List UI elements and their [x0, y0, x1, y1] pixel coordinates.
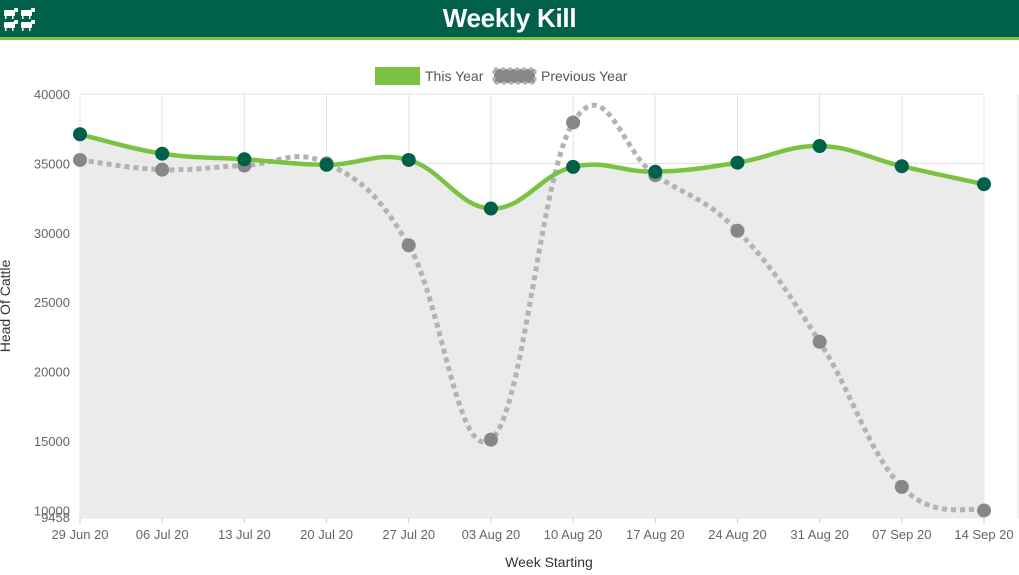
y-tick-label: 25000: [34, 295, 70, 310]
chart-legend[interactable]: This Year Previous Year: [375, 67, 628, 85]
previous-year-point: [894, 479, 909, 494]
previous-year-point: [812, 334, 827, 349]
x-tick-label: 29 Jun 20: [51, 527, 108, 542]
this-year-point: [401, 152, 416, 167]
y-tick-label-min: 9458: [41, 510, 70, 525]
previous-year-point: [730, 223, 745, 238]
x-tick-label: 31 Aug 20: [790, 527, 849, 542]
this-year-point: [73, 127, 87, 142]
this-year-point: [155, 146, 170, 161]
this-year-point: [483, 201, 498, 216]
page-title: Weekly Kill: [442, 3, 577, 33]
legend-swatch-previous-year: [492, 67, 537, 85]
y-tick-label: 35000: [34, 156, 70, 171]
legend-label-this-year: This Year: [425, 68, 484, 84]
x-tick-label: 10 Aug 20: [544, 527, 603, 542]
this-year-point: [648, 164, 663, 179]
x-axis-title: Week Starting: [505, 554, 593, 570]
x-tick-label: 17 Aug 20: [626, 527, 685, 542]
x-tick-label: 13 Jul 20: [218, 527, 271, 542]
x-tick-label: 03 Aug 20: [462, 527, 521, 542]
legend-label-previous-year: Previous Year: [541, 68, 628, 84]
y-axis-title: Head Of Cattle: [0, 259, 13, 352]
x-tick-label: 06 Jul 20: [136, 527, 189, 542]
this-year-point: [977, 177, 991, 192]
y-tick-label: 15000: [34, 434, 70, 449]
this-year-point: [894, 159, 909, 174]
x-tick-label: 24 Aug 20: [708, 527, 767, 542]
y-tick-label: 20000: [34, 365, 70, 380]
previous-year-line: [79, 102, 985, 513]
this-year-point: [566, 159, 581, 174]
this-year-point: [319, 157, 334, 172]
previous-year-point: [401, 238, 416, 253]
data-points: [73, 115, 991, 518]
x-tick-label: 14 Sep 20: [954, 527, 1013, 542]
x-tick-label: 20 Jul 20: [300, 527, 353, 542]
header-bar: Weekly Kill: [0, 0, 1019, 40]
y-axis-ticks: 10000 15000 20000 25000 30000 35000 40000 9458: [34, 87, 70, 525]
this-year-point: [812, 139, 827, 154]
previous-year-point: [566, 115, 581, 130]
cattle-herd-icon: [4, 8, 35, 31]
this-year-point: [730, 155, 745, 170]
y-tick-label: 30000: [34, 226, 70, 241]
x-tick-label: 27 Jul 20: [382, 527, 435, 542]
previous-year-point: [155, 162, 170, 177]
x-tick-label: 07 Sep 20: [872, 527, 931, 542]
this-year-point: [237, 152, 252, 167]
y-tick-label: 10000: [34, 503, 70, 518]
legend-swatch-this-year: [375, 67, 420, 85]
previous-year-point: [73, 152, 87, 167]
this-year-area: [80, 134, 984, 518]
previous-year-point: [977, 503, 991, 518]
previous-year-point: [483, 432, 498, 447]
weekly-kill-chart: 100001500020000250003000035000400009458 …: [0, 67, 1019, 570]
x-axis-ticks: 29 Jun 20 06 Jul 20 13 Jul 20 20 Jul 20 27 J…: [51, 518, 1014, 542]
y-tick-label: 40000: [34, 87, 70, 102]
